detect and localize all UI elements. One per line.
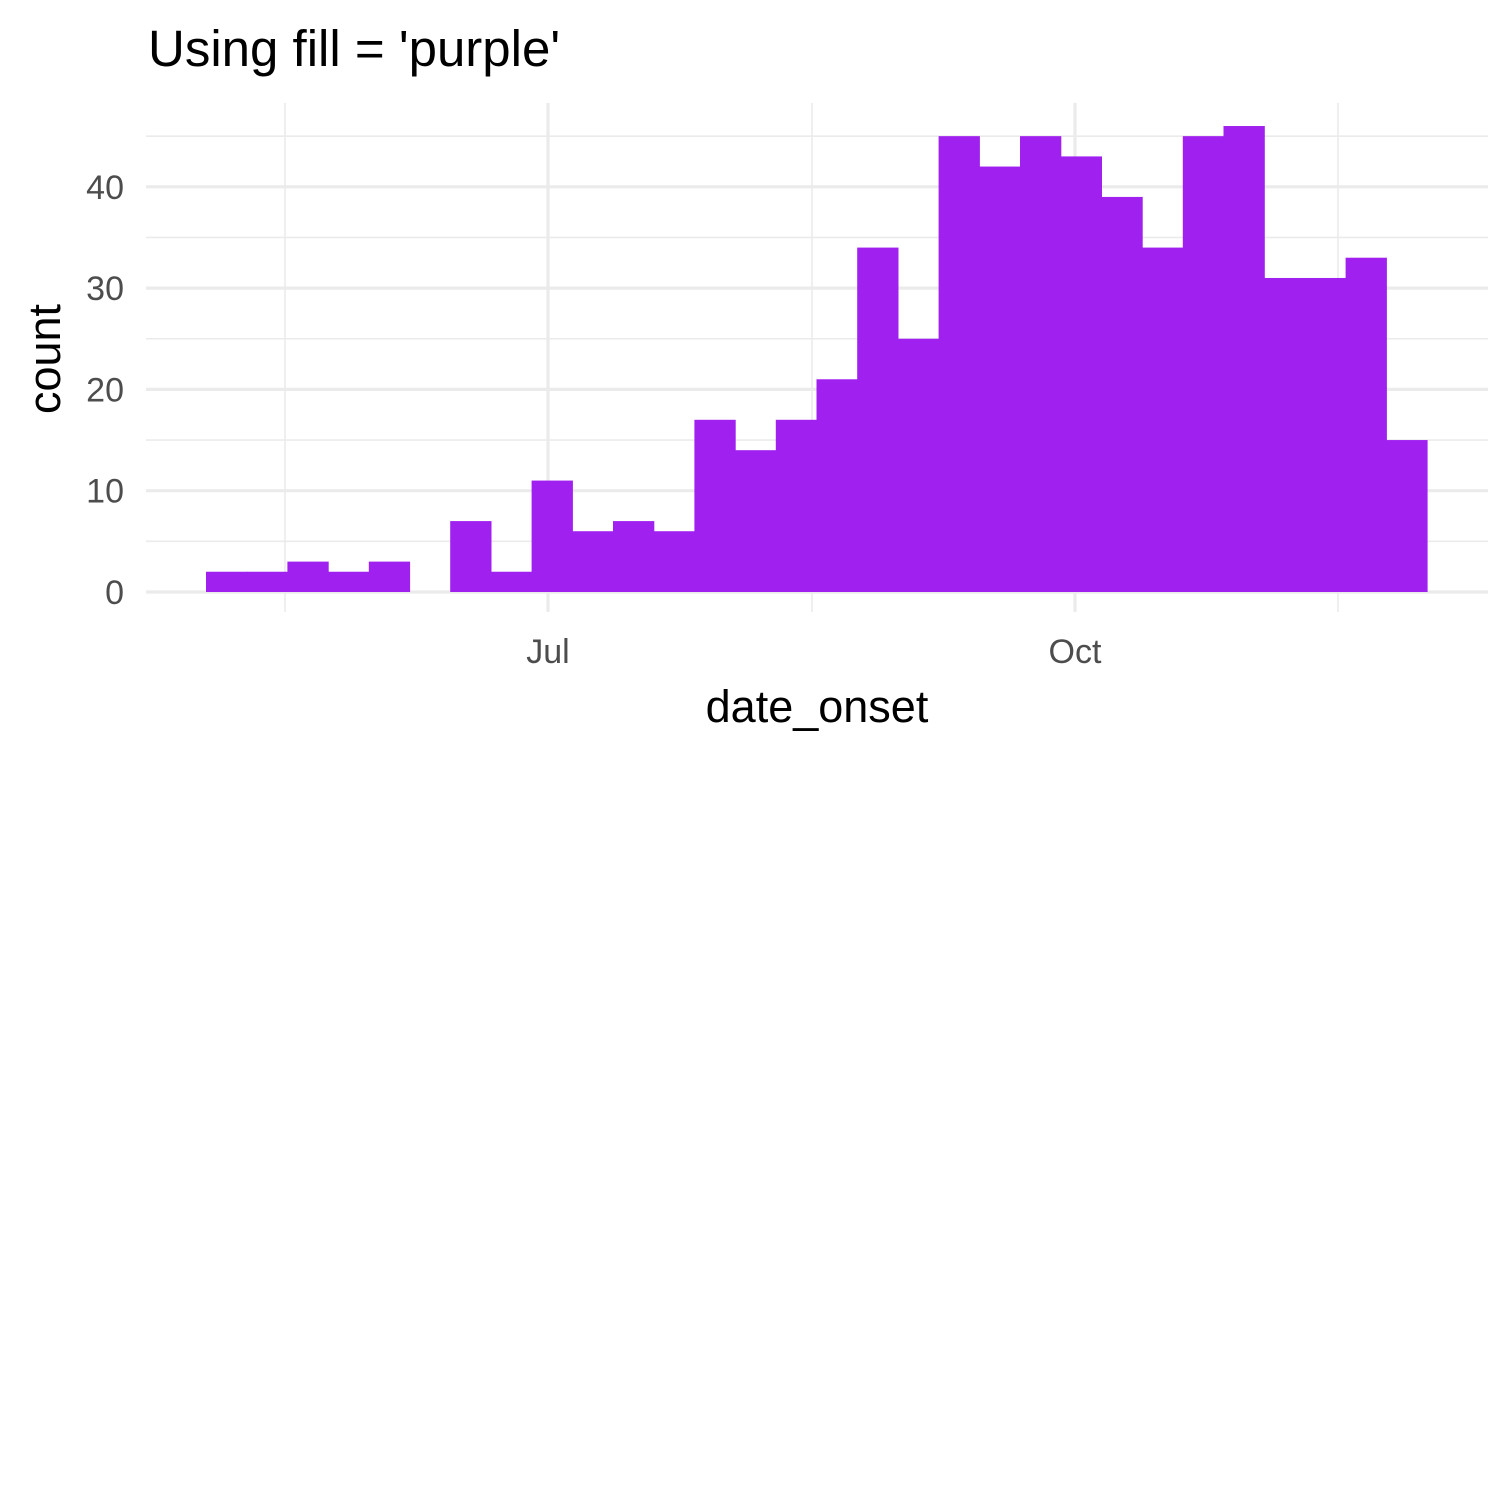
- histogram-bar: [1101, 196, 1143, 592]
- y-axis-title: count: [19, 303, 70, 414]
- y-tick-label: 40: [86, 169, 124, 207]
- x-tick-label: Oct: [1049, 633, 1102, 671]
- histogram-bar: [1182, 136, 1225, 592]
- histogram-bar: [613, 521, 655, 592]
- y-tick-label: 0: [105, 574, 124, 612]
- histogram-bar: [1386, 440, 1428, 592]
- histogram-bar: [735, 450, 777, 592]
- histogram-bar: [1304, 277, 1347, 592]
- chart-title: Using fill = 'purple': [148, 20, 560, 77]
- histogram-bar: [694, 419, 736, 592]
- histogram-bar: [246, 571, 288, 592]
- y-tick-label: 10: [86, 473, 124, 511]
- histogram-bar: [775, 419, 818, 592]
- histogram-bar: [1060, 156, 1102, 592]
- histogram-bar: [1020, 136, 1062, 592]
- histogram-bar: [938, 136, 980, 592]
- histogram-bar: [531, 480, 573, 592]
- histogram-bar: [328, 571, 370, 592]
- histogram-bar: [450, 521, 492, 592]
- histogram-bar: [1345, 257, 1387, 592]
- histogram-bar: [287, 561, 329, 592]
- histogram-bar: [857, 247, 899, 592]
- x-axis-title: date_onset: [706, 681, 929, 732]
- histogram-bar: [490, 571, 533, 592]
- y-tick-label: 20: [86, 371, 124, 409]
- histogram-bar: [897, 338, 940, 592]
- histogram-bar: [206, 571, 248, 592]
- histogram-bar: [1264, 277, 1306, 592]
- histogram-bar: [979, 166, 1021, 593]
- histogram-bar: [653, 531, 695, 592]
- histogram-bar: [1223, 126, 1265, 593]
- x-tick-label: Jul: [526, 633, 569, 671]
- y-axis-ticks: 0 10 20 30 40: [86, 169, 124, 612]
- x-axis-ticks: Jul Oct: [526, 633, 1102, 671]
- histogram-bar: [1142, 247, 1184, 592]
- histogram-bar: [816, 379, 858, 592]
- histogram-bar: [368, 561, 411, 592]
- histogram-bars: [206, 126, 1428, 593]
- y-tick-label: 30: [86, 270, 124, 308]
- histogram-bar: [572, 531, 614, 592]
